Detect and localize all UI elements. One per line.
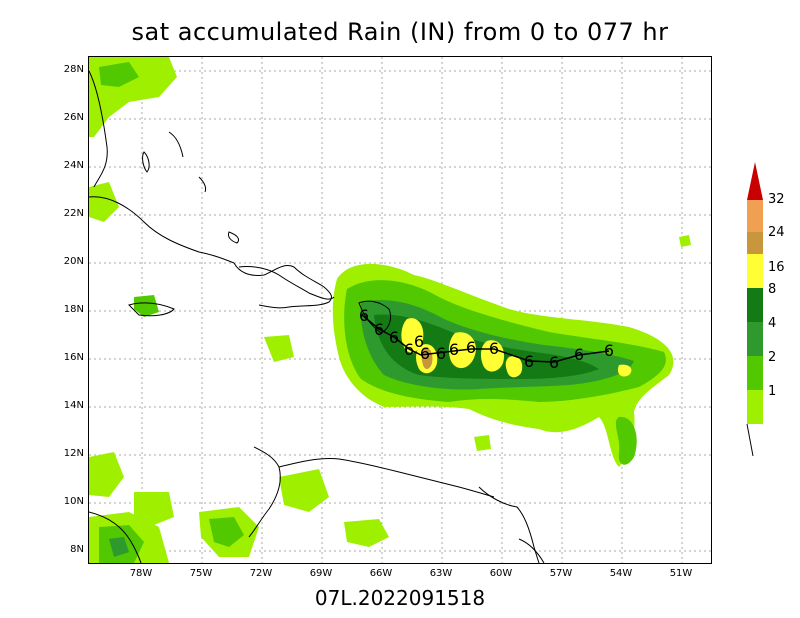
map-title: sat accumulated Rain (IN) from 0 to 077 … [131,18,669,46]
rainfall-map: 6 6 6 6 6 6 6 6 6 6 6 6 6 6 [88,56,712,564]
rain-patches [89,57,691,563]
x-tick-label: 69W [309,568,333,579]
legend-label-1: 1 [768,384,777,399]
track-markers: 6 6 6 6 6 6 6 6 6 6 6 6 6 6 [359,306,614,372]
legend-min-tail [746,423,754,457]
x-tick-label: 54W [609,568,633,579]
x-tick-label: 63W [429,568,453,579]
legend-label-24: 24 [768,225,785,240]
storm-marker: 6 [436,344,446,363]
legend-max-arrow [747,162,763,200]
legend-swatch-32 [747,200,763,232]
legend-swatch-4 [747,322,763,356]
y-tick-label: 8N [70,544,84,555]
storm-track [361,314,610,363]
x-tick-label: 57W [549,568,573,579]
legend-label-16: 16 [768,260,785,275]
storm-marker: 6 [549,353,559,372]
legend-swatch-8 [747,288,763,322]
y-tick-label: 22N [63,208,84,219]
y-tick-label: 28N [63,64,84,75]
x-tick-label: 78W [129,568,153,579]
legend-label-8: 8 [768,282,777,297]
storm-marker: 6 [466,338,476,357]
storm-marker: 6 [489,339,499,358]
storm-marker: 6 [449,340,459,359]
storm-marker: 6 [359,306,369,325]
legend-swatch-16 [747,254,763,288]
legend-swatch-24 [747,232,763,254]
storm-marker: 6 [374,320,384,339]
y-tick-label: 16N [63,352,84,363]
legend-swatch-1 [747,390,763,424]
legend-label-4: 4 [768,316,777,331]
storm-marker: 6 [524,352,534,371]
x-tick-label: 75W [189,568,213,579]
y-tick-label: 24N [63,160,84,171]
rain-band-main [332,263,674,467]
legend-label-32: 32 [768,192,785,207]
y-tick-label: 26N [63,112,84,123]
storm-marker: 6 [604,341,614,360]
y-tick-label: 20N [63,256,84,267]
y-tick-label: 14N [63,400,84,411]
x-tick-label: 72W [249,568,273,579]
map-canvas: 6 6 6 6 6 6 6 6 6 6 6 6 6 6 [89,57,711,563]
y-tick-label: 12N [63,448,84,459]
x-tick-label: 60W [489,568,513,579]
y-tick-label: 18N [63,304,84,315]
y-tick-label: 10N [63,496,84,507]
storm-identifier: 07L.2022091518 [314,586,486,610]
storm-marker: 6 [420,344,430,363]
x-tick-label: 66W [369,568,393,579]
legend-swatch-2 [747,356,763,390]
storm-marker: 6 [404,340,414,359]
storm-marker: 6 [414,332,424,351]
x-tick-label: 51W [669,568,693,579]
legend-label-2: 2 [768,350,777,365]
colorbar-legend [746,162,763,457]
storm-marker: 6 [389,328,399,347]
storm-marker: 6 [574,345,584,364]
